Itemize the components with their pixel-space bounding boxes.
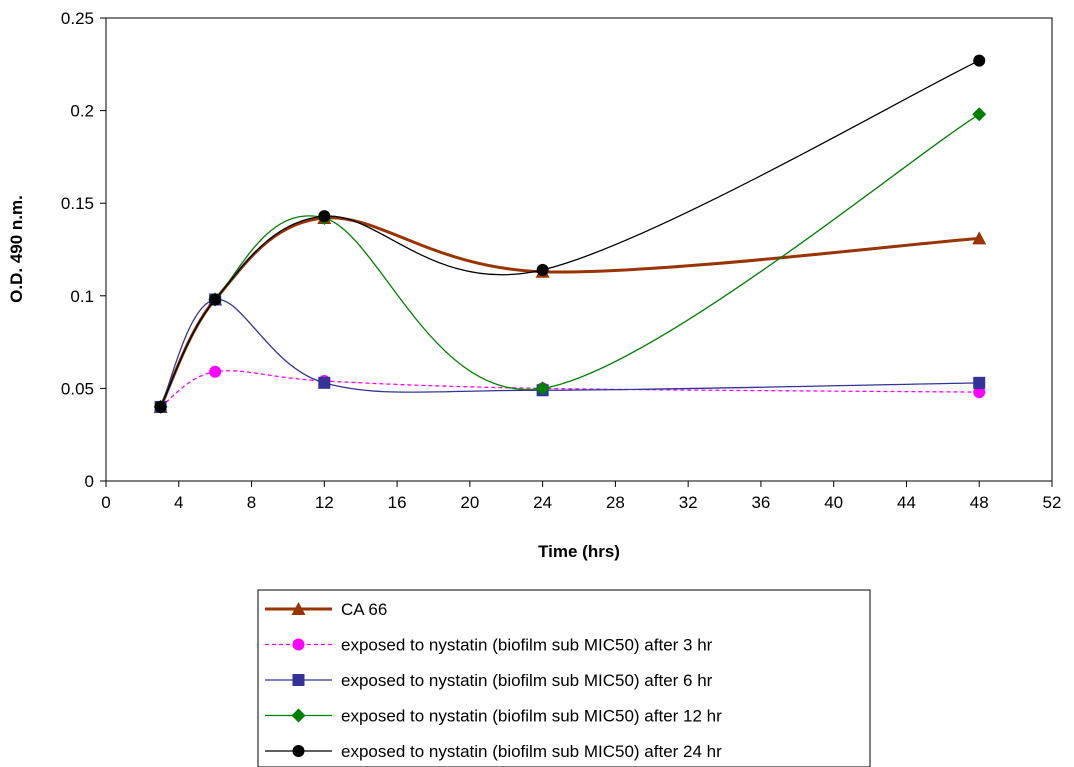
legend-entry: exposed to nystatin (biofilm sub MIC50) …: [265, 671, 713, 690]
series-line: [159, 60, 980, 408]
x-tick-label: 36: [751, 493, 770, 512]
plot-area: [105, 17, 1053, 482]
x-tick-label: 16: [388, 493, 407, 512]
data-point-marker: [972, 107, 987, 122]
x-tick-label: 28: [606, 493, 625, 512]
legend-marker: [291, 708, 306, 723]
x-tick-label: 32: [679, 493, 698, 512]
data-point-marker: [318, 376, 331, 389]
data-point-marker: [536, 263, 549, 276]
y-tick-label: 0.2: [70, 102, 94, 121]
plot-frame: [105, 17, 1053, 482]
legend-label: exposed to nystatin (biofilm sub MIC50) …: [341, 707, 722, 726]
y-axis: 0 0.05 0.1 0.15 0.2 0.25: [61, 9, 106, 491]
data-point-marker: [535, 381, 550, 396]
x-tick-label: 44: [897, 493, 916, 512]
x-tick-label: 4: [174, 493, 183, 512]
y-axis-title: O.D. 490 n.m.: [7, 195, 26, 303]
data-point-marker: [209, 365, 222, 378]
data-point-marker: [154, 400, 167, 413]
y-tick-label: 0.25: [61, 9, 94, 28]
legend-marker: [291, 602, 306, 615]
x-tick-label: 48: [970, 493, 989, 512]
legend-frame: [257, 589, 871, 767]
legend-marker: [292, 674, 305, 686]
y-tick-label: 0.1: [70, 287, 94, 306]
x-tick-label: 12: [315, 493, 334, 512]
y-tick-label: 0.15: [61, 194, 94, 213]
legend-entry: exposed to nystatin (biofilm sub MIC50) …: [265, 636, 713, 655]
legend-entry: exposed to nystatin (biofilm sub MIC50) …: [265, 742, 722, 761]
x-axis: 0 4 8 12 16 20 24 28 32 36 40 44 48 52: [101, 481, 1061, 512]
x-tick-label: 24: [533, 493, 552, 512]
data-point-marker: [973, 54, 986, 67]
x-tick-label: 8: [247, 493, 256, 512]
series-layer: [153, 54, 987, 414]
x-tick-label: 52: [1043, 493, 1062, 512]
x-tick-label: 20: [460, 493, 479, 512]
legend-marker: [292, 638, 305, 651]
series-line: [159, 298, 980, 408]
legend-entry: exposed to nystatin (biofilm sub MIC50) …: [265, 707, 722, 726]
x-tick-label: 40: [824, 493, 843, 512]
x-axis-title: Time (hrs): [538, 542, 620, 561]
legend: CA 66 exposed to nystatin (biofilm sub MI…: [257, 589, 871, 767]
legend-label: exposed to nystatin (biofilm sub MIC50) …: [341, 742, 722, 761]
data-point-marker: [973, 386, 986, 399]
y-tick-label: 0.05: [61, 379, 94, 398]
series-5: [154, 54, 986, 413]
data-point-marker: [973, 376, 986, 389]
data-point-marker: [318, 210, 331, 223]
data-point-marker: [209, 293, 222, 306]
legend-label: exposed to nystatin (biofilm sub MIC50) …: [341, 636, 713, 655]
data-point-marker: [972, 231, 987, 245]
legend-marker: [292, 745, 305, 757]
legend-label: CA 66: [341, 600, 387, 619]
x-tick-label: 0: [101, 493, 110, 512]
legend-entry: CA 66: [265, 600, 387, 619]
y-tick-label: 0: [85, 472, 94, 491]
legend-label: exposed to nystatin (biofilm sub MIC50) …: [341, 671, 713, 690]
